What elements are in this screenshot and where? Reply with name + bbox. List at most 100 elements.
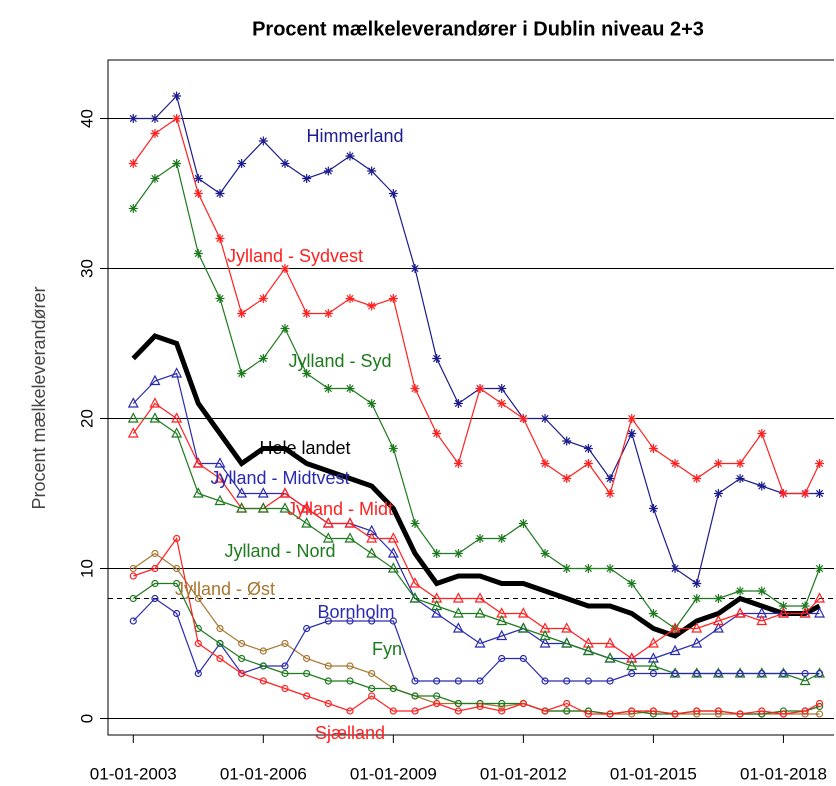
marker [758, 669, 766, 678]
marker [453, 399, 463, 408]
series [131, 333, 821, 639]
marker [670, 564, 680, 573]
marker [454, 699, 462, 708]
marker [541, 707, 549, 715]
marker [454, 707, 462, 715]
marker [171, 367, 183, 378]
marker [388, 189, 398, 198]
marker [259, 677, 267, 685]
marker [431, 599, 443, 611]
marker [779, 669, 788, 678]
series [128, 159, 825, 633]
marker [367, 166, 377, 176]
marker [214, 472, 226, 483]
marker [303, 669, 311, 678]
marker [605, 564, 615, 573]
marker [497, 534, 507, 543]
marker [476, 677, 484, 685]
marker [259, 647, 267, 655]
marker [150, 129, 160, 138]
marker [799, 674, 811, 686]
marker [411, 707, 419, 715]
marker [323, 309, 333, 318]
marker [452, 622, 464, 633]
series-line [132, 117, 821, 495]
marker [453, 459, 463, 468]
marker [149, 412, 161, 423]
marker [172, 159, 182, 168]
marker [606, 710, 614, 718]
marker [539, 637, 551, 648]
marker [409, 592, 421, 603]
marker [605, 474, 615, 483]
marker [387, 562, 399, 573]
marker [561, 622, 573, 633]
marker [734, 607, 746, 618]
marker [649, 707, 658, 715]
marker [368, 684, 376, 693]
marker [366, 547, 378, 558]
marker [497, 399, 507, 408]
marker [129, 617, 137, 625]
marker [127, 412, 139, 423]
marker [669, 644, 681, 656]
marker [648, 504, 658, 513]
marker [215, 189, 225, 198]
marker [237, 309, 247, 318]
series-label: Jylland - Øst [175, 579, 275, 599]
marker [518, 519, 528, 528]
marker [497, 384, 507, 393]
marker [388, 444, 398, 453]
marker [151, 594, 159, 603]
x-tick-label: 01-01-2006 [220, 764, 307, 783]
series-line [133, 537, 820, 715]
marker [778, 601, 788, 611]
x-tick-label: 01-01-2018 [740, 764, 827, 783]
marker [692, 594, 702, 603]
x-tick-label: 01-01-2009 [350, 764, 437, 783]
marker [693, 669, 701, 678]
series-line [131, 333, 821, 639]
marker [259, 662, 267, 670]
marker [540, 549, 550, 558]
marker [215, 294, 225, 303]
marker [324, 699, 332, 708]
series [129, 534, 824, 718]
marker [433, 699, 441, 708]
marker [517, 622, 529, 633]
series-line [132, 597, 820, 682]
marker [498, 654, 506, 663]
marker [389, 684, 397, 693]
marker [606, 677, 614, 685]
y-tick-label: 40 [77, 109, 96, 128]
marker [628, 707, 636, 715]
marker [627, 579, 637, 588]
marker [151, 579, 159, 588]
chart-title: Procent mælkeleverandører i Dublin nivea… [252, 18, 704, 40]
marker [216, 639, 224, 648]
y-tick-label: 0 [77, 714, 96, 723]
marker [693, 707, 701, 715]
marker [344, 532, 356, 543]
series-label: Bornholm [317, 602, 394, 622]
marker [563, 699, 571, 708]
marker [814, 607, 826, 618]
marker [583, 459, 593, 468]
marker [302, 174, 312, 183]
series-label: Jylland - Nord [224, 541, 335, 561]
marker [173, 534, 181, 543]
marker [518, 414, 528, 423]
marker [173, 609, 181, 618]
marker [238, 639, 246, 648]
marker [757, 481, 767, 491]
marker [151, 549, 159, 558]
marker [257, 487, 269, 498]
marker [281, 639, 289, 648]
marker [171, 427, 183, 438]
marker [257, 502, 269, 513]
marker [519, 699, 527, 708]
marker [563, 677, 571, 685]
marker [475, 384, 485, 393]
marker [714, 669, 723, 678]
series-line [132, 582, 820, 715]
